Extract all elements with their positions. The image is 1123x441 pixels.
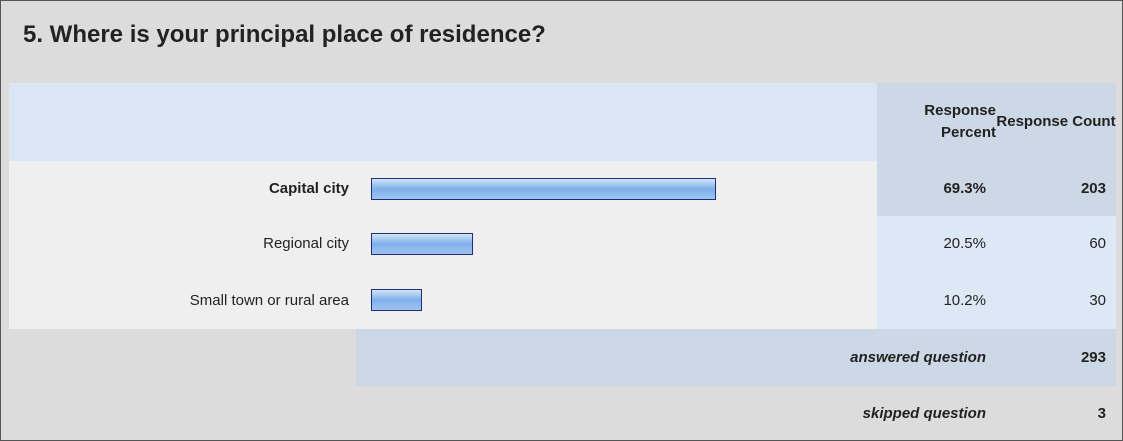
- percent: 69.3%: [877, 161, 996, 216]
- question-title: 5. Where is your principal place of resi…: [23, 21, 546, 48]
- header-blank: [9, 83, 877, 161]
- bar: [371, 232, 474, 255]
- count: 30: [996, 271, 1116, 329]
- row-bg: [9, 271, 877, 329]
- bar: [371, 289, 422, 311]
- category-label: Small town or rural area: [189, 291, 349, 309]
- percent: 20.5%: [877, 216, 996, 271]
- percent: 10.2%: [877, 271, 996, 329]
- skipped-count: 3: [1097, 404, 1106, 422]
- answered-label: answered question: [850, 349, 986, 366]
- category-label: Regional city: [263, 235, 349, 252]
- category-label: Capital city: [268, 180, 349, 197]
- bar: [371, 177, 717, 200]
- skipped-label: skipped question: [862, 404, 986, 422]
- answered-count: 293: [1080, 349, 1106, 366]
- count: 60: [996, 216, 1116, 271]
- header-count: Response Count: [996, 83, 1116, 161]
- answered-band: [356, 329, 1116, 386]
- header-percent: Response Percent: [877, 83, 996, 161]
- count: 203: [996, 161, 1116, 216]
